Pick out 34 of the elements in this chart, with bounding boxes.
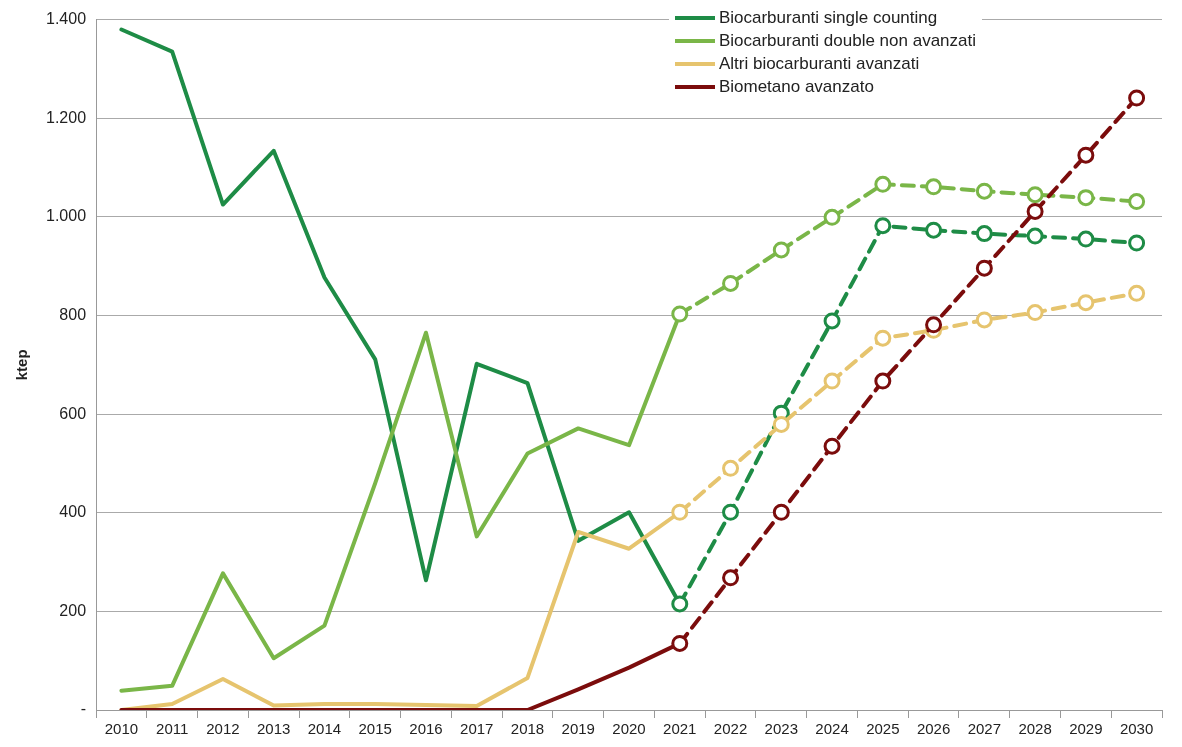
x-tick-label: 2015 xyxy=(358,720,392,738)
x-tick-label: 2017 xyxy=(460,720,494,738)
x-tick-label: 2013 xyxy=(257,720,291,738)
y-tick-label: 600 xyxy=(59,404,87,422)
y-tick-label: 800 xyxy=(59,305,87,323)
y-axis-title: ktep xyxy=(13,349,31,381)
x-tick-label: 2019 xyxy=(561,720,595,738)
x-tick-label: 2016 xyxy=(409,720,443,738)
x-tick-label: 2018 xyxy=(510,720,545,738)
x-tick-label: 2029 xyxy=(1069,720,1103,738)
y-tick-label: 1.400 xyxy=(45,10,87,28)
x-tick-label: 2014 xyxy=(307,720,342,738)
y-tick-label: 200 xyxy=(59,601,87,619)
x-tick-label: 2012 xyxy=(206,720,240,738)
legend-label: Biocarburanti double non avanzati xyxy=(718,30,976,51)
legend-label: Biocarburanti single counting xyxy=(718,7,938,28)
x-tick-label: 2030 xyxy=(1119,720,1154,738)
y-tick-label: 1.200 xyxy=(45,108,87,126)
x-tick-label: 2026 xyxy=(916,720,951,738)
x-tick-label: 2027 xyxy=(967,720,1002,738)
x-tick-label: 2024 xyxy=(815,720,849,738)
y-tick-label: 400 xyxy=(59,503,87,521)
x-tick-label: 2010 xyxy=(104,720,139,738)
x-tick-label: 2023 xyxy=(764,720,798,738)
x-tick-label: 2011 xyxy=(156,720,189,738)
legend-label: Altri biocarburanti avanzati xyxy=(718,53,920,74)
y-tick-label: - xyxy=(80,700,87,718)
legend-label: Biometano avanzato xyxy=(718,76,874,97)
x-tick-label: 2021 xyxy=(663,720,697,738)
y-tick-label: 1.000 xyxy=(45,207,87,225)
x-tick-label: 2020 xyxy=(612,720,646,738)
x-tick-label: 2022 xyxy=(713,720,748,738)
x-tick-label: 2025 xyxy=(866,720,900,738)
x-tick-label: 2028 xyxy=(1018,720,1052,738)
